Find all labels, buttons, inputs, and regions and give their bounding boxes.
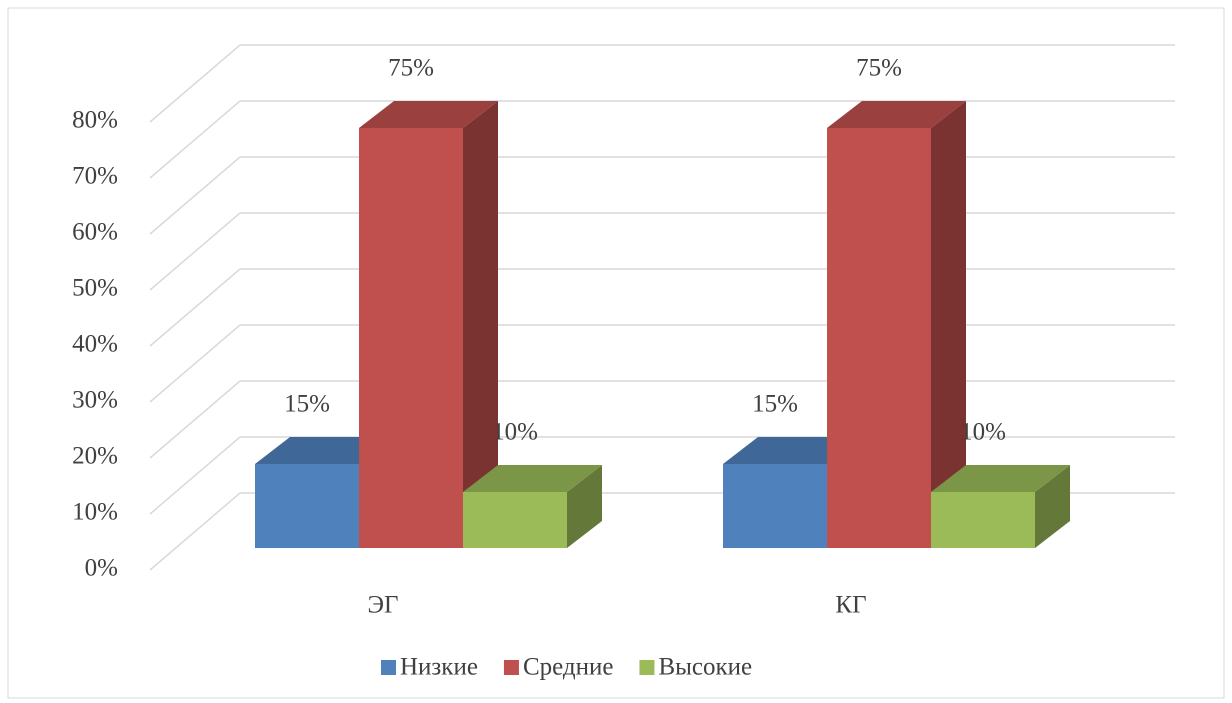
bar	[463, 492, 567, 548]
y-tick-label: 70%	[72, 163, 118, 190]
x-tick-label: ЭГ	[368, 592, 399, 619]
y-tick-label: 30%	[72, 387, 118, 414]
bar	[931, 492, 1035, 548]
bar-top	[463, 465, 602, 492]
bar-top	[931, 465, 1070, 492]
data-label: 75%	[856, 55, 902, 82]
y-tick-label: 80%	[72, 107, 118, 134]
data-label: 15%	[284, 391, 330, 418]
data-label: 10%	[960, 419, 1006, 446]
x-tick-label: КГ	[835, 592, 866, 619]
bar-side	[463, 101, 498, 548]
legend-label: Низкие	[400, 654, 478, 681]
bar	[255, 464, 359, 548]
y-tick-label: 0%	[85, 555, 118, 582]
legend-swatch	[639, 660, 655, 675]
legend-swatch	[503, 660, 519, 675]
chart-border	[7, 7, 1225, 699]
bar	[827, 128, 931, 548]
data-label: 15%	[752, 391, 798, 418]
bar	[723, 464, 827, 548]
bar-top	[827, 101, 966, 128]
y-tick-label: 60%	[72, 219, 118, 246]
bar-side	[1035, 465, 1070, 548]
y-tick-label: 40%	[72, 331, 118, 358]
data-label: 75%	[388, 55, 434, 82]
y-tick-label: 10%	[72, 499, 118, 526]
bar-side	[931, 101, 966, 548]
bar-side	[567, 465, 602, 548]
bar-top	[359, 101, 498, 128]
y-tick-label: 20%	[72, 443, 118, 470]
y-tick-label: 50%	[72, 275, 118, 302]
bar	[359, 128, 463, 548]
data-label: 10%	[492, 419, 538, 446]
grid-line	[149, 44, 1175, 123]
legend-swatch	[381, 660, 396, 675]
legend-label: Средние	[523, 654, 614, 681]
legend-label: Высокие	[658, 654, 752, 681]
